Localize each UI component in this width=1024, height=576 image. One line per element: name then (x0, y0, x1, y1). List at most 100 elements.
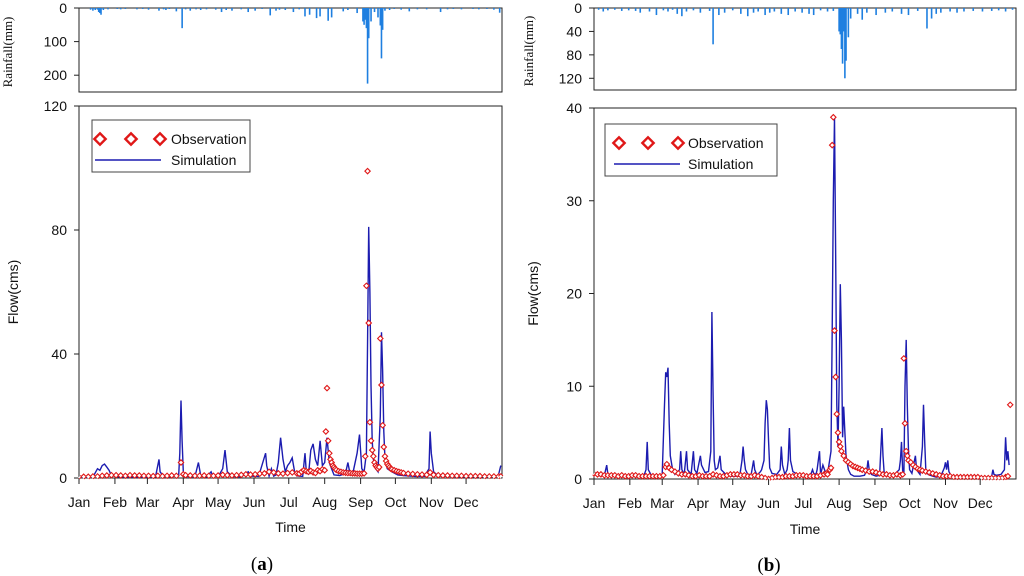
observation-point-43 (270, 468, 278, 476)
observation-point-72 (827, 464, 835, 472)
observation-point-84 (362, 282, 370, 290)
observation-point-13 (135, 472, 143, 479)
observation-point-5 (98, 472, 106, 480)
observation-point-100 (381, 452, 389, 460)
flow-ytick-label-0: 0 (574, 471, 582, 487)
observation-point-114 (413, 470, 421, 478)
rain-ytick-label-0: 0 (574, 0, 582, 16)
legend-observation-marker-2 (670, 135, 686, 151)
observation-point-83 (361, 452, 369, 460)
flow-ytick-label-0: 0 (59, 470, 67, 486)
observation-point-70 (824, 470, 832, 478)
observation-point-29 (205, 472, 213, 480)
observation-point-60 (321, 466, 329, 474)
legend-box (604, 123, 778, 177)
observation-point-15 (145, 472, 152, 480)
rain-ytick-label-2: 80 (566, 47, 582, 63)
observation-point-75 (831, 327, 838, 335)
observation-point-33 (699, 472, 707, 480)
flow-ytick-label-3: 30 (566, 193, 582, 209)
rain-ytick-label-0: 0 (59, 0, 67, 16)
observation-point-97 (378, 381, 385, 389)
observation-point-87 (366, 418, 374, 426)
panel-label-b: (b) (757, 555, 780, 576)
month-label-mar: Mar (135, 494, 159, 510)
observation-point-21 (172, 472, 180, 480)
panel-a-chart: 0 100 200 Rainfall(mm) 0 40 80 120 Flow(cms) Jan F… (0, 0, 505, 575)
rain-ytick-label-2: 200 (44, 67, 68, 83)
observation-point-120 (439, 472, 447, 479)
observation-point-63 (324, 437, 332, 445)
observation-point-98 (379, 421, 387, 429)
panel-label-letter: b (764, 555, 775, 576)
observation-point-41 (260, 469, 268, 477)
observation-point-78 (834, 429, 842, 437)
month-label-oct: Oct (384, 494, 406, 510)
observation-point-44 (274, 469, 282, 477)
observation-point-14 (639, 472, 647, 480)
observation-point-34 (702, 472, 710, 480)
observation-point-64 (806, 472, 814, 480)
observation-point-13 (635, 472, 643, 480)
observation-point-41 (726, 470, 734, 478)
legend-observation-marker-1 (640, 135, 656, 151)
observation-point-138 (1004, 472, 1012, 480)
month-label-may: May (720, 495, 746, 511)
observation-point-47 (288, 468, 296, 476)
observation-point-30 (209, 472, 217, 480)
legend-observation-marker-1 (123, 131, 139, 147)
observation-point-36 (237, 471, 245, 479)
rain-ytick-label-3: 120 (559, 70, 583, 86)
panel-label-close: ) (774, 555, 780, 576)
observation-point-57 (782, 472, 790, 480)
legend-observation-label: Observation (688, 135, 763, 151)
flow-ytick-label-1: 40 (51, 346, 67, 362)
observation-point-16 (646, 472, 653, 480)
month-label-apr: Apr (172, 494, 194, 510)
observation-point-111 (400, 469, 407, 477)
month-label-aug: Aug (827, 495, 852, 511)
rainfall-plot-frame (593, 7, 1017, 91)
observation-point-124 (457, 472, 465, 480)
flow-axis-label: Flow(cms) (525, 261, 541, 326)
month-label-jan: Jan (583, 495, 606, 511)
flow-ytick-label-1: 10 (566, 378, 582, 394)
observation-point-121 (444, 472, 451, 479)
observation-point-14 (140, 472, 148, 480)
observation-point-77 (833, 410, 841, 418)
rainfall-axis-label: Rainfall(mm) (521, 16, 536, 87)
observation-point-104 (901, 419, 909, 427)
rain-ytick-label-1: 40 (566, 23, 582, 39)
observation-point-62 (323, 384, 331, 392)
observation-point-106 (903, 452, 911, 460)
observation-point-80 (836, 443, 844, 451)
observation-point-119 (939, 472, 947, 480)
observation-point-76 (832, 373, 840, 381)
observation-point-17 (154, 472, 162, 480)
observation-point-118 (430, 471, 438, 479)
observation-point-25 (186, 472, 194, 479)
observation-point-112 (404, 470, 412, 478)
month-label-sep: Sep (348, 494, 373, 510)
observation-point-103 (900, 354, 908, 362)
observation-point-15 (642, 472, 650, 480)
legend-observation-label: Observation (171, 131, 246, 147)
observation-point-37 (242, 470, 250, 478)
observation-point-22 (177, 459, 185, 466)
observation-point-20 (659, 471, 667, 479)
observation-point-105 (902, 447, 910, 455)
observation-point-42 (265, 468, 273, 476)
observation-point-8 (112, 471, 120, 479)
time-axis-label: Time (275, 519, 306, 535)
flow-plot-frame (78, 105, 503, 479)
legend-observation-marker-2 (152, 131, 168, 147)
panel-label-close: ) (267, 554, 273, 575)
panel-label-open: ( (757, 555, 763, 576)
observation-point-3 (600, 471, 608, 479)
observation-point-38 (716, 472, 724, 480)
observation-point-46 (744, 472, 752, 480)
observation-point-86 (365, 319, 373, 327)
observation-point-82 (360, 469, 368, 477)
month-label-nov: Nov (933, 495, 958, 511)
